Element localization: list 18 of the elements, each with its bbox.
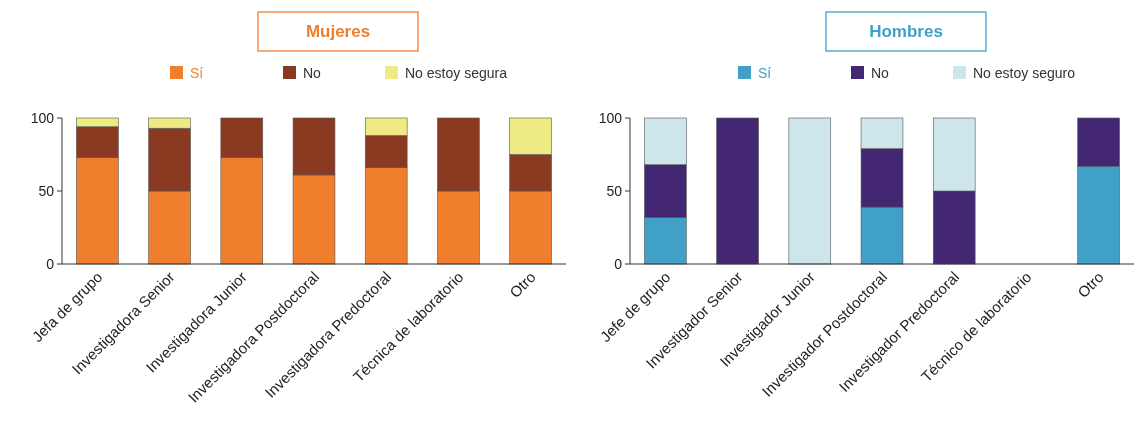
chart-title: Hombres bbox=[869, 22, 943, 41]
bar bbox=[788, 117, 832, 265]
y-tick-label: 0 bbox=[614, 256, 623, 272]
legend-label: Sí bbox=[758, 65, 772, 81]
legend-label: No bbox=[303, 65, 322, 81]
y-tick-label: 50 bbox=[38, 183, 55, 199]
y-tick-label: 100 bbox=[598, 110, 623, 126]
y-tick-label: 100 bbox=[30, 110, 55, 126]
chart-title: Mujeres bbox=[305, 22, 371, 41]
legend-label: No estoy segura bbox=[405, 65, 508, 81]
x-tick-label: Otro bbox=[506, 268, 539, 301]
legend-label: No estoy seguro bbox=[973, 65, 1076, 81]
y-tick-label: 50 bbox=[606, 183, 623, 199]
y-tick-label: 0 bbox=[46, 256, 55, 272]
bar bbox=[716, 117, 759, 265]
x-tick-label: Otro bbox=[1074, 268, 1107, 301]
legend-label: Sí bbox=[190, 65, 204, 81]
legend-label: No bbox=[871, 65, 890, 81]
